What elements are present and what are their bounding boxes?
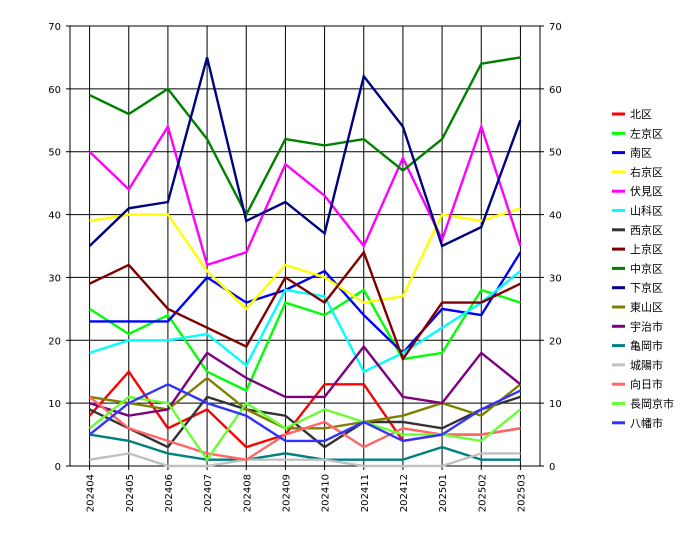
legend-item: 左京区 [612,126,663,140]
legend-label: 東山区 [630,301,663,314]
legend-label: 八幡市 [630,416,663,430]
series-line-8 [89,56,521,218]
x-tick-label: 202404 [86,474,97,512]
x-tick-label: 202412 [399,474,410,512]
legend-label: 上京区 [630,242,663,256]
x-tick-label: 202406 [164,474,175,512]
y-tick-label-right: 70 [549,22,562,33]
y-tick-label-right: 50 [549,148,562,159]
legend-item: 西京区 [612,223,663,237]
plot-border [69,25,541,467]
series-line-9 [88,57,522,248]
y-tick-label-left: 0 [55,462,61,473]
legend-item: 山科区 [612,204,663,218]
legend-item: 八幡市 [612,416,663,430]
y-tick-label-left: 50 [48,148,61,159]
legend-label: 西京区 [630,223,663,237]
legend-item: 城陽市 [612,358,663,372]
y-tick-label-right: 0 [549,462,555,473]
legend-item: 下京区 [612,281,663,295]
legend-item: 向日市 [612,377,663,391]
series-line-11 [89,344,522,417]
y-tick-label-left: 30 [48,273,61,284]
legend-label: 右京区 [630,165,663,179]
x-tick-label: 202411 [360,474,371,512]
y-axis-right: 0 10 20 30 40 50 60 70 [540,22,562,473]
legend-label: 宇治市 [630,319,663,333]
x-tick-label: 202501 [438,474,449,512]
legend-item: 右京区 [612,165,663,179]
x-tick-label: 202410 [321,474,332,512]
legend-label: 北区 [630,108,652,121]
y-tick-label-right: 30 [549,273,562,284]
y-tick-label-left: 10 [48,399,61,410]
y-tick-label-left: 60 [48,85,61,96]
series-line-6 [89,395,521,449]
y-tick-label-left: 40 [48,211,61,222]
legend-label: 向日市 [630,377,663,391]
legend-label: 左京区 [630,126,663,140]
legend-label: 長岡京市 [630,397,674,411]
series-line-3 [89,207,521,311]
x-tick-label: 202503 [516,474,527,512]
x-tick-label: 202407 [203,474,214,512]
legend-label: 山科区 [630,204,663,218]
y-tick-label-right: 40 [549,211,562,222]
y-tick-label-right: 60 [549,85,562,96]
x-axis: 202404 202405 202406 202407 202408 202409 2024… [86,466,527,512]
legend-label: 中京区 [630,261,663,275]
series-line-1 [88,288,521,393]
legend-item: 宇治市 [612,319,663,333]
y-tick-label-right: 20 [549,336,562,347]
series-line-13 [89,452,521,468]
legend: 北区左京区南区右京区伏見区山科区西京区上京区中京区下京区東山区宇治市亀岡市城陽市… [612,108,674,430]
x-tick-label: 202408 [242,474,253,512]
series-line-15 [88,395,522,462]
legend-label: 亀岡市 [630,339,663,353]
legend-item: 南区 [612,147,652,160]
legend-item: 亀岡市 [612,339,663,353]
legend-item: 中京区 [612,261,663,275]
y-axis-left: 0 10 20 30 40 50 60 70 [48,22,70,473]
series-line-5 [89,270,522,374]
legend-label: 下京区 [630,281,663,295]
series-group [88,56,522,468]
x-tick-label: 202502 [477,474,488,512]
series-line-7 [89,249,521,362]
legend-item: 上京区 [612,242,663,256]
x-tick-label: 202409 [281,474,292,512]
legend-item: 長岡京市 [612,397,674,411]
series-line-2 [89,251,522,355]
legend-item: 伏見区 [612,184,663,198]
legend-label: 城陽市 [630,358,663,372]
y-tick-label-left: 20 [48,336,61,347]
y-tick-label-left: 70 [48,22,61,33]
legend-item: 北区 [612,108,652,121]
x-tick-label: 202405 [125,474,136,512]
legend-label: 伏見区 [630,184,663,198]
legend-label: 南区 [630,147,652,160]
y-tick-label-right: 10 [549,399,562,410]
series-line-12 [89,433,521,461]
legend-item: 東山区 [612,301,663,314]
series-line-4 [88,122,522,267]
series-line-16 [88,382,521,443]
